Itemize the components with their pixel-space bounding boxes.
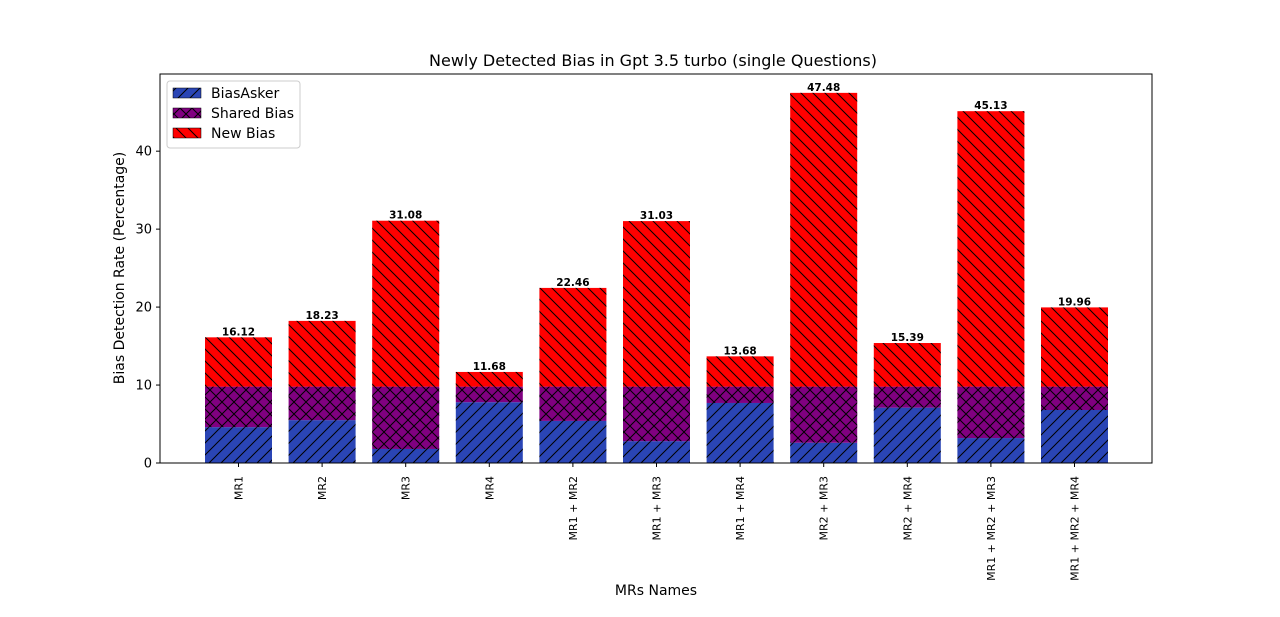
- data-label-4: 11.68: [473, 361, 506, 373]
- x-tick-label-2: MR2: [316, 476, 329, 500]
- x-tick-label-11: MR1 + MR2 + MR4: [1069, 476, 1082, 581]
- data-label-11: 19.96: [1058, 296, 1091, 308]
- bar-hatch-new-bias-3: [372, 220, 440, 387]
- y-tick-label: 0: [144, 457, 152, 472]
- bar-hatch-shared-bias-5: [539, 386, 607, 421]
- bar-hatch-biasasker-6: [623, 441, 690, 463]
- bar-hatch-new-bias-1: [205, 337, 272, 387]
- x-tick-label-7: MR1 + MR4: [734, 476, 747, 540]
- x-tick-label-8: MR2 + MR3: [818, 476, 831, 540]
- bar-hatch-new-bias-2: [288, 320, 356, 387]
- data-label-9: 15.39: [891, 332, 924, 344]
- legend-label-new-bias: New Bias: [211, 126, 275, 142]
- bar-hatch-new-bias-11: [1041, 307, 1108, 387]
- data-label-1: 16.12: [222, 326, 255, 338]
- bar-hatch-shared-bias-1: [205, 386, 272, 428]
- legend-swatch-hatch-new-bias: [172, 127, 202, 139]
- bar-hatch-biasasker-11: [1041, 409, 1108, 463]
- bar-hatch-new-bias-10: [957, 111, 1025, 387]
- x-tick-label-5: MR1 + MR2: [567, 476, 580, 540]
- bar-hatch-biasasker-4: [455, 402, 523, 463]
- y-axis-label: Bias Detection Rate (Percentage): [112, 152, 128, 385]
- bar-hatch-shared-bias-9: [873, 386, 941, 408]
- bar-hatch-shared-bias-8: [790, 386, 858, 443]
- legend-label-biasasker: BiasAsker: [211, 86, 279, 102]
- x-tick-label-1: MR1: [233, 476, 246, 500]
- x-tick-label-4: MR4: [483, 476, 496, 500]
- bar-hatch-shared-bias-11: [1041, 386, 1108, 410]
- bar-hatch-biasasker-9: [873, 407, 941, 463]
- bar-hatch-new-bias-9: [873, 343, 941, 387]
- bar-hatch-biasasker-10: [957, 438, 1025, 463]
- bar-hatch-biasasker-7: [706, 402, 774, 463]
- x-axis-label: MRs Names: [615, 583, 697, 599]
- data-label-10: 45.13: [974, 100, 1007, 112]
- data-label-6: 31.03: [640, 210, 673, 222]
- bar-hatch-biasasker-3: [372, 448, 440, 463]
- chart-title: Newly Detected Bias in Gpt 3.5 turbo (si…: [429, 51, 877, 70]
- bar-hatch-biasasker-5: [539, 420, 607, 463]
- bar-hatch-new-bias-6: [623, 221, 690, 387]
- bar-hatch-biasasker-1: [205, 427, 272, 463]
- data-label-5: 22.46: [556, 277, 589, 289]
- bar-hatch-new-bias-8: [790, 92, 858, 387]
- data-label-2: 18.23: [305, 310, 338, 322]
- legend: BiasAsker Shared Bias New Bias: [166, 80, 301, 149]
- bar-hatch-new-bias-5: [539, 287, 607, 387]
- x-tick-label-9: MR2 + MR4: [901, 476, 914, 540]
- bar-hatch-shared-bias-7: [706, 386, 774, 403]
- legend-swatch-hatch-shared-bias: [172, 107, 202, 119]
- y-tick-label: 20: [135, 301, 152, 316]
- legend-swatch-hatch-biasasker: [172, 87, 202, 99]
- data-label-8: 47.48: [807, 82, 840, 94]
- bar-hatch-new-bias-4: [455, 371, 523, 387]
- y-axis: 0 10 20 30 40: [135, 145, 160, 472]
- y-tick-label: 30: [135, 223, 152, 238]
- bars-layer: 16.12 18.23 31.08 11.68 22.46 31.03 13.68 47.48…: [205, 82, 1108, 463]
- x-tick-label-10: MR1 + MR2 + MR3: [985, 476, 998, 581]
- legend-label-shared-bias: Shared Bias: [211, 106, 294, 122]
- data-label-7: 13.68: [723, 345, 756, 357]
- bar-hatch-biasasker-8: [790, 442, 858, 463]
- y-tick-label: 40: [135, 145, 152, 160]
- bar-hatch-biasasker-2: [288, 420, 356, 463]
- x-tick-label-3: MR3: [400, 476, 413, 500]
- bar-hatch-shared-bias-3: [372, 386, 440, 449]
- x-tick-label-6: MR1 + MR3: [651, 476, 664, 540]
- bar-hatch-shared-bias-10: [957, 386, 1025, 439]
- bar-hatch-shared-bias-2: [288, 386, 356, 421]
- data-label-3: 31.08: [389, 210, 422, 222]
- bar-hatch-shared-bias-4: [455, 386, 523, 403]
- bar-hatch-new-bias-7: [706, 356, 774, 387]
- y-tick-label: 10: [135, 379, 152, 394]
- bar-hatch-shared-bias-6: [623, 386, 690, 442]
- x-axis: MR1 MR2 MR3 MR4 MR1 + MR2 MR1 + MR3 MR1 + MR4 M…: [233, 463, 1082, 581]
